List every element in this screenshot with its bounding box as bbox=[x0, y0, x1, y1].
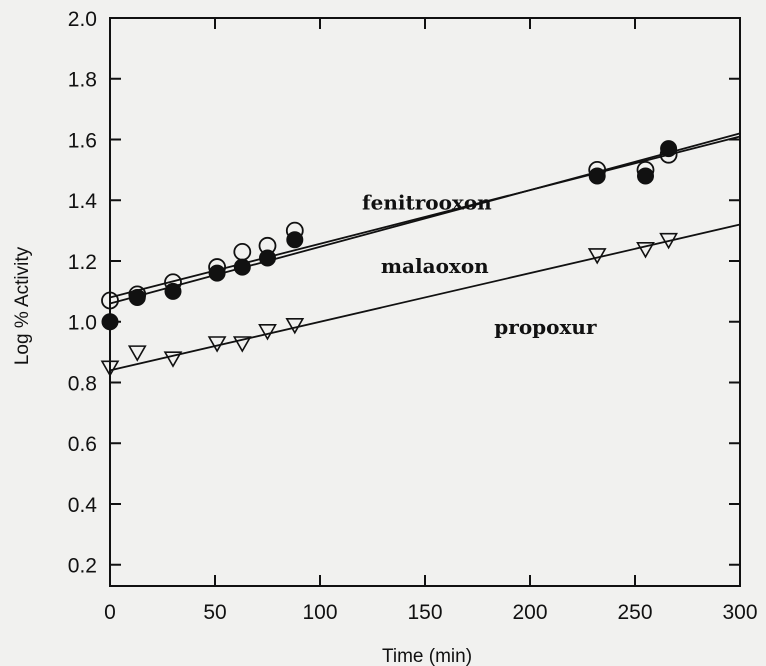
propoxur-point bbox=[100, 360, 120, 377]
propoxur-point bbox=[232, 336, 252, 353]
y-tick-label: 0.8 bbox=[68, 372, 97, 395]
plot-area bbox=[109, 17, 741, 587]
malaoxon-point bbox=[259, 249, 276, 267]
series-label-propoxur: propoxur bbox=[494, 315, 597, 339]
y-axis-title: Log % Activity bbox=[12, 246, 33, 365]
x-tick-labels: 0 50 100 150 200 250 300 bbox=[104, 601, 757, 624]
malaoxon-point bbox=[208, 264, 226, 282]
propoxur-point bbox=[258, 324, 277, 341]
x-tick-label: 300 bbox=[722, 601, 757, 624]
propoxur-point bbox=[636, 242, 655, 259]
y-tick-label: 0.4 bbox=[68, 494, 98, 517]
y-tick-label: 2.0 bbox=[68, 8, 97, 31]
y-tick-label: 0.6 bbox=[68, 433, 97, 456]
y-tick-label: 1.0 bbox=[68, 312, 97, 335]
y-tick-label: 0.2 bbox=[68, 555, 97, 578]
malaoxon-point bbox=[286, 231, 304, 249]
propoxur-point bbox=[587, 248, 607, 265]
propoxur-point bbox=[285, 317, 305, 335]
x-axis-title: Time (min) bbox=[382, 646, 472, 666]
malaoxon-point bbox=[101, 313, 119, 331]
y-tick-labels: 0.2 0.4 0.6 0.8 1.0 1.2 1.4 1.6 1.8 2.0 bbox=[68, 8, 98, 578]
x-tick-label: 150 bbox=[407, 601, 442, 624]
malaoxon-point bbox=[164, 282, 182, 300]
malaoxon-point bbox=[637, 167, 654, 185]
series-label-malaoxon: malaoxon bbox=[381, 254, 489, 278]
propoxur-point bbox=[207, 336, 227, 353]
y-tick-label: 1.8 bbox=[68, 69, 97, 92]
y-tick-label: 1.4 bbox=[68, 190, 98, 213]
data-markers bbox=[100, 140, 678, 377]
y-tick-label: 1.2 bbox=[68, 251, 97, 274]
x-tick-label: 100 bbox=[302, 601, 337, 624]
malaoxon-point bbox=[660, 140, 678, 158]
propoxur-point bbox=[659, 232, 678, 250]
x-tick-label: 0 bbox=[104, 601, 116, 624]
malaoxon-point bbox=[128, 288, 146, 306]
x-tick-label: 200 bbox=[512, 601, 547, 624]
axis-ticks bbox=[109, 17, 741, 586]
x-tick-label: 50 bbox=[203, 601, 226, 624]
series-labels: fenitrooxon malaoxon propoxur bbox=[362, 190, 597, 339]
propoxur-point bbox=[127, 345, 147, 362]
malaoxon-point bbox=[233, 258, 251, 276]
propoxur-fit-line bbox=[109, 223, 741, 372]
malaoxon-point bbox=[588, 167, 606, 185]
propoxur-point bbox=[163, 351, 183, 368]
series-label-fenitrooxon: fenitrooxon bbox=[362, 190, 492, 214]
fenitrooxon-point bbox=[101, 291, 119, 310]
fenitrooxon-point bbox=[233, 242, 252, 261]
y-tick-label: 1.6 bbox=[68, 129, 97, 152]
x-tick-label: 250 bbox=[617, 601, 652, 624]
